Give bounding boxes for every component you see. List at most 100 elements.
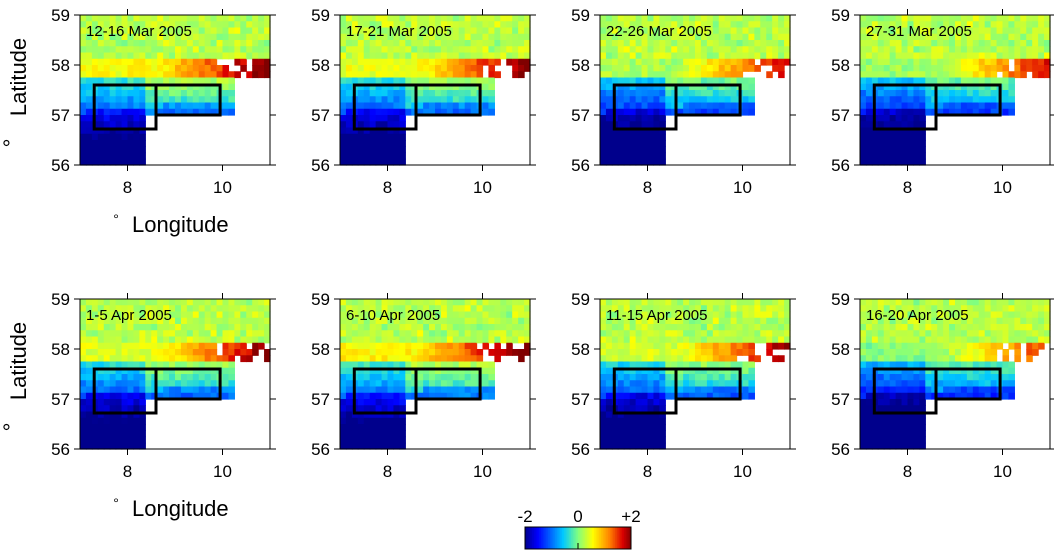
heatmap-cell bbox=[363, 342, 371, 350]
heatmap-cell bbox=[889, 305, 897, 313]
heatmap-cell bbox=[169, 108, 176, 116]
heatmap-cell bbox=[163, 374, 170, 381]
heatmap-cell bbox=[127, 361, 135, 369]
heatmap-cell bbox=[381, 330, 389, 338]
heatmap-cell bbox=[210, 374, 218, 381]
heatmap-cell bbox=[234, 52, 241, 60]
heatmap-cell bbox=[222, 90, 230, 97]
heatmap-cell bbox=[931, 33, 938, 41]
heatmap-cell bbox=[1032, 305, 1039, 313]
heatmap-cell bbox=[943, 349, 950, 356]
heatmap-cell bbox=[736, 317, 744, 325]
heatmap-cell bbox=[860, 324, 867, 331]
heatmap-cell bbox=[641, 355, 649, 363]
heatmap-cell bbox=[399, 33, 406, 41]
heatmap-cell bbox=[653, 405, 660, 413]
heatmap-cell bbox=[198, 83, 206, 91]
heatmap-cell bbox=[198, 15, 206, 22]
heatmap-cell bbox=[458, 299, 466, 306]
heatmap-cell bbox=[659, 367, 666, 375]
y-tick-label: 58 bbox=[311, 56, 330, 75]
heatmap-cell bbox=[605, 367, 613, 375]
heatmap-cell bbox=[925, 342, 932, 350]
heatmap-cell bbox=[145, 342, 152, 350]
heatmap-cell bbox=[1008, 361, 1015, 369]
heatmap-cell bbox=[340, 27, 347, 35]
heatmap-cell bbox=[363, 58, 371, 66]
heatmap-cell bbox=[464, 46, 472, 54]
heatmap-cell bbox=[482, 386, 490, 394]
heatmap-cell bbox=[960, 96, 968, 104]
heatmap-cell bbox=[198, 90, 206, 97]
heatmap-cell bbox=[252, 21, 259, 29]
heatmap-cell bbox=[778, 355, 785, 363]
y-tick-label: 59 bbox=[571, 290, 590, 309]
heatmap-cell bbox=[97, 83, 105, 91]
heatmap-cell bbox=[482, 52, 490, 60]
heatmap-cell bbox=[446, 342, 454, 350]
heatmap-cell bbox=[85, 317, 93, 325]
heatmap-cell bbox=[730, 355, 738, 363]
heatmap-cell bbox=[470, 374, 478, 381]
heatmap-cell bbox=[695, 361, 702, 369]
heatmap-cell bbox=[405, 305, 412, 313]
heatmap-cell bbox=[446, 15, 454, 22]
heatmap-cell bbox=[423, 324, 430, 331]
heatmap-cell bbox=[524, 58, 531, 66]
heatmap-cell bbox=[429, 40, 436, 47]
heatmap-cell bbox=[1008, 367, 1015, 375]
heatmap-cell bbox=[748, 317, 755, 325]
heatmap-cell bbox=[222, 374, 230, 381]
heatmap-cell bbox=[452, 96, 460, 104]
heatmap-cell bbox=[399, 40, 406, 47]
heatmap-cell bbox=[671, 33, 678, 41]
heatmap-cell bbox=[85, 399, 93, 406]
heatmap-cell bbox=[381, 58, 389, 66]
heatmap-cell bbox=[937, 317, 944, 325]
colorbar-segment bbox=[555, 527, 558, 549]
heatmap-cell bbox=[889, 152, 897, 160]
heatmap-cell bbox=[109, 52, 117, 60]
heatmap-cell bbox=[115, 411, 123, 419]
colorbar-segment bbox=[590, 527, 593, 549]
y-tick-label: 59 bbox=[51, 290, 70, 309]
heatmap-cell bbox=[210, 349, 218, 356]
heatmap-cell bbox=[754, 21, 761, 29]
heatmap-cell bbox=[240, 65, 247, 72]
heatmap-cell bbox=[210, 367, 218, 375]
heatmap-cell bbox=[1032, 33, 1039, 41]
heatmap-cell bbox=[351, 342, 359, 350]
heatmap-cell bbox=[240, 349, 247, 356]
heatmap-cell bbox=[665, 83, 672, 91]
heatmap-cell bbox=[895, 121, 903, 129]
heatmap-cell bbox=[972, 96, 980, 104]
heatmap-cell bbox=[925, 108, 932, 116]
heatmap-cell bbox=[363, 65, 371, 72]
heatmap-cell bbox=[860, 424, 867, 431]
heatmap-cell bbox=[494, 15, 501, 22]
heatmap-cell bbox=[683, 33, 690, 41]
heatmap-cell bbox=[913, 305, 920, 313]
heatmap-cell bbox=[482, 324, 490, 331]
heatmap-cell bbox=[192, 305, 200, 313]
heatmap-cell bbox=[80, 399, 87, 406]
heatmap-cell bbox=[907, 349, 915, 356]
y-tick-label: 59 bbox=[311, 6, 330, 25]
heatmap-cell bbox=[877, 58, 885, 66]
heatmap-cell bbox=[1026, 324, 1033, 331]
heatmap-cell bbox=[524, 342, 531, 350]
heatmap-cell bbox=[1002, 311, 1010, 319]
heatmap-cell bbox=[901, 392, 909, 400]
heatmap-cell bbox=[871, 430, 879, 438]
heatmap-cell bbox=[411, 305, 418, 313]
heatmap-cell bbox=[730, 21, 738, 29]
heatmap-cell bbox=[121, 336, 129, 344]
heatmap-cell bbox=[399, 436, 406, 444]
heatmap-cell bbox=[600, 52, 607, 60]
heatmap-cell bbox=[871, 442, 879, 450]
heatmap-cell bbox=[635, 336, 643, 344]
heatmap-cell bbox=[91, 336, 99, 344]
heatmap-cell bbox=[871, 349, 879, 356]
heatmap-cell bbox=[1044, 324, 1051, 331]
